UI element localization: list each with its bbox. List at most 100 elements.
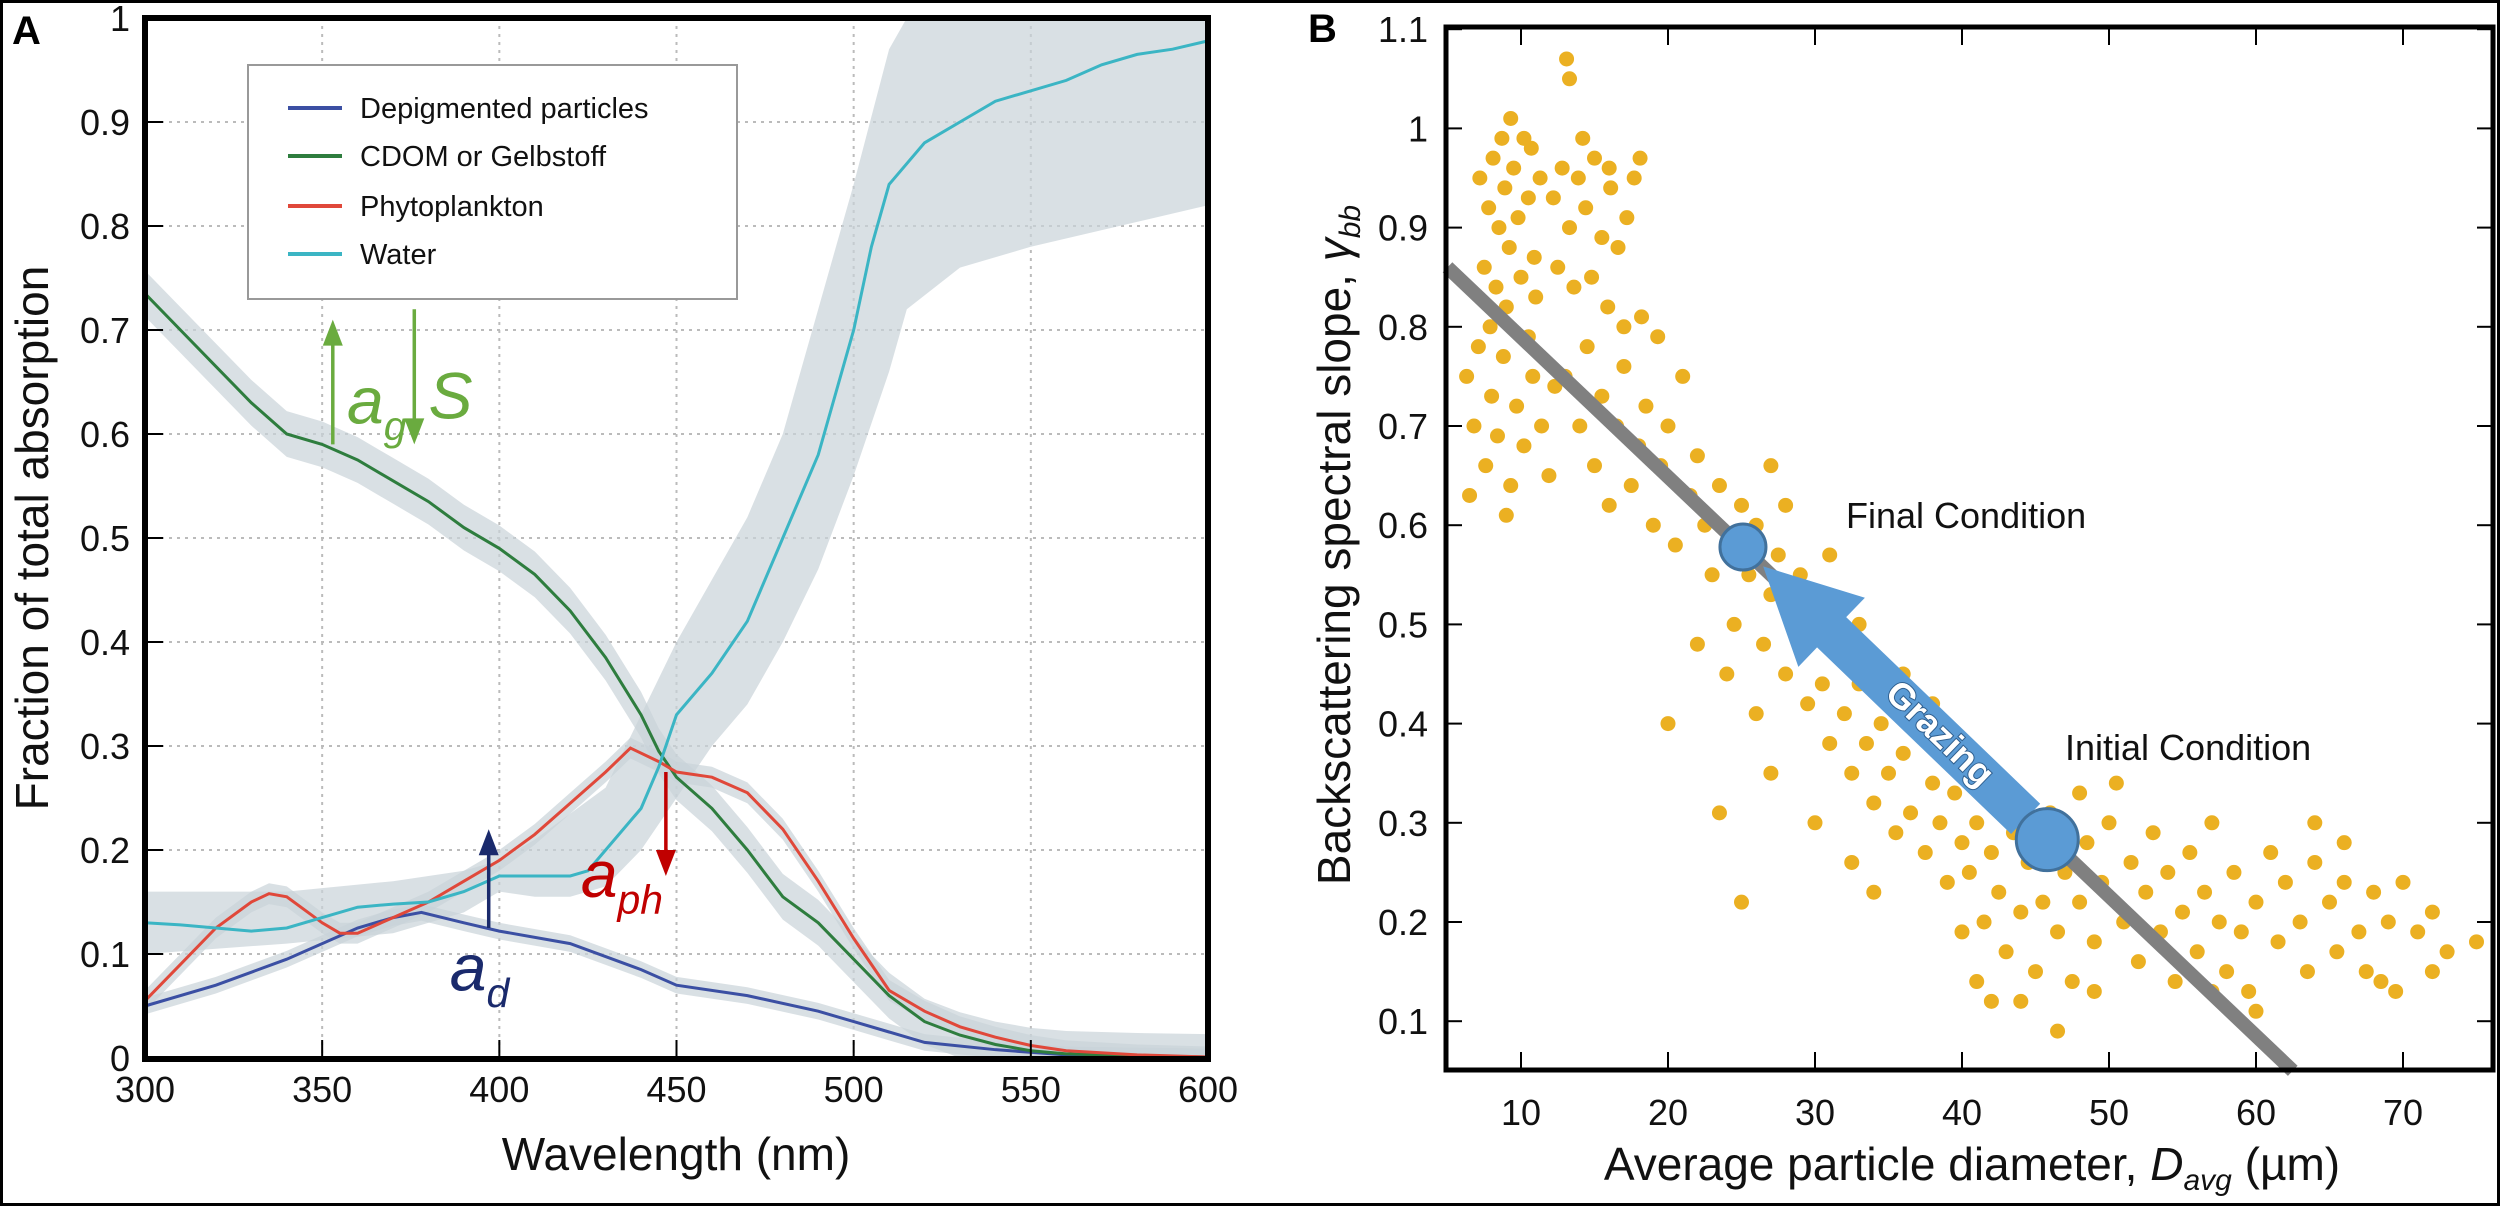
scatter-point — [2101, 815, 2117, 831]
scatter-point — [1466, 418, 1482, 434]
scatter-point — [1554, 160, 1570, 176]
legend-items: Depigmented particles CDOM or Gelbstoff Ph… — [288, 93, 649, 271]
scatter-point — [1814, 676, 1830, 692]
initial-condition-label: Initial Condition — [2065, 727, 2311, 768]
S-arrow-down-head — [404, 418, 425, 445]
scatter-point — [1559, 51, 1575, 67]
scatter-point — [1494, 130, 1510, 146]
x-tick-label: 500 — [824, 1069, 884, 1110]
y-tick-label: 1 — [110, 0, 130, 39]
y-tick-label: 0.6 — [80, 414, 130, 455]
panel-b-ticks: 10 20 30 40 50 60 70 0.1 0.2 0.3 0.4 0.5 0.6 0.7 0.8 0.… — [1378, 9, 2493, 1133]
legend-label: Water — [360, 239, 437, 271]
scatter-point — [2130, 954, 2146, 970]
scatter-point — [2123, 854, 2139, 870]
panel-a-uncertainty-bands — [145, 18, 1208, 1059]
scatter-point — [1498, 507, 1514, 523]
scatter-point — [1528, 289, 1544, 305]
scatter-point — [1660, 418, 1676, 434]
scatter-point — [2233, 924, 2249, 940]
panel-b-y-axis-label: Backscattering spectral slope, γbb — [1308, 205, 1367, 885]
y-tick-label: 0.7 — [80, 310, 130, 351]
panel-b-x-axis-label: Average particle diameter, Davg (µm) — [1604, 1138, 2340, 1197]
scatter-point — [1509, 398, 1525, 414]
y-tick-label: 0.2 — [1378, 902, 1428, 943]
scatter-point — [1689, 448, 1705, 464]
aph-arrow-down-head — [655, 850, 676, 876]
x-tick-label: 450 — [646, 1069, 706, 1110]
scatter-point — [1601, 497, 1617, 513]
scatter-point — [2307, 815, 2323, 831]
scatter-point — [1807, 815, 1823, 831]
scatter-point — [1976, 914, 1992, 930]
y-label-var: γ — [1308, 235, 1360, 261]
scatter-point — [2138, 884, 2154, 900]
scatter-point — [1983, 845, 1999, 861]
scatter-point — [1969, 974, 1985, 990]
scatter-point — [1472, 170, 1488, 186]
grazing-arrow — [1763, 566, 2041, 835]
scatter-point — [1763, 458, 1779, 474]
y-label-sub: bb — [1334, 205, 1367, 238]
scatter-point — [2336, 835, 2352, 851]
panel-a-series-lines — [143, 39, 1209, 1059]
scatter-point — [1501, 239, 1517, 255]
y-label-main: Backscattering spectral slope, — [1308, 261, 1360, 885]
scatter-point — [1689, 636, 1705, 652]
panel-b-scatter-points — [1459, 51, 2484, 1039]
scatter-point — [1903, 805, 1919, 821]
panel-b-frame — [1443, 24, 2496, 1073]
scatter-point — [1616, 319, 1632, 335]
scatter-point — [1526, 249, 1542, 265]
scatter-point — [2167, 974, 2183, 990]
scatter-point — [1734, 894, 1749, 910]
scatter-point — [1497, 180, 1513, 196]
series-line-depigmented — [144, 910, 1209, 1059]
scatter-point — [1495, 349, 1511, 365]
aph-label: aph — [581, 837, 663, 923]
final-condition-label: Final Condition — [1846, 495, 2086, 536]
scatter-point — [1954, 835, 1970, 851]
x-label-sub: avg — [2183, 1164, 2232, 1197]
legend-label: Depigmented particles — [360, 93, 649, 125]
scatter-point — [1711, 478, 1727, 494]
scatter-point — [2182, 845, 2198, 861]
ad-arrow-up-head — [478, 829, 499, 856]
scatter-point — [1844, 854, 1860, 870]
scatter-point — [2050, 924, 2066, 940]
scatter-point — [1594, 230, 1610, 246]
scatter-point — [1584, 269, 1600, 285]
y-tick-label: 0.8 — [1378, 307, 1428, 348]
scatter-point — [1660, 716, 1676, 732]
scatter-point — [1858, 735, 1874, 751]
scatter-point — [1545, 190, 1561, 206]
scatter-point — [1756, 636, 1772, 652]
scatter-point — [1638, 398, 1654, 414]
scatter-point — [1954, 924, 1970, 940]
scatter-point — [1503, 110, 1519, 126]
x-label-unit: (µm) — [2232, 1138, 2340, 1190]
aph-label-main: a — [581, 837, 618, 911]
scatter-point — [1503, 478, 1519, 494]
scatter-point — [1562, 71, 1578, 87]
scatter-point — [1866, 884, 1882, 900]
scatter-point — [1506, 160, 1522, 176]
scatter-point — [2072, 894, 2088, 910]
scatter-point — [2204, 815, 2220, 831]
scatter-point — [1594, 388, 1610, 404]
scatter-point — [1836, 706, 1852, 722]
x-tick-label: 400 — [469, 1069, 529, 1110]
scatter-point — [2424, 964, 2440, 980]
scatter-point — [2160, 864, 2176, 880]
scatter-point — [2329, 944, 2345, 960]
scatter-point — [2197, 884, 2213, 900]
scatter-point — [1481, 200, 1497, 216]
scatter-point — [1541, 468, 1557, 484]
scatter-point — [1485, 150, 1501, 166]
scatter-point — [2241, 983, 2257, 999]
scatter-point — [2410, 924, 2426, 940]
scatter-point — [1770, 547, 1786, 563]
S-label: S — [428, 358, 472, 432]
